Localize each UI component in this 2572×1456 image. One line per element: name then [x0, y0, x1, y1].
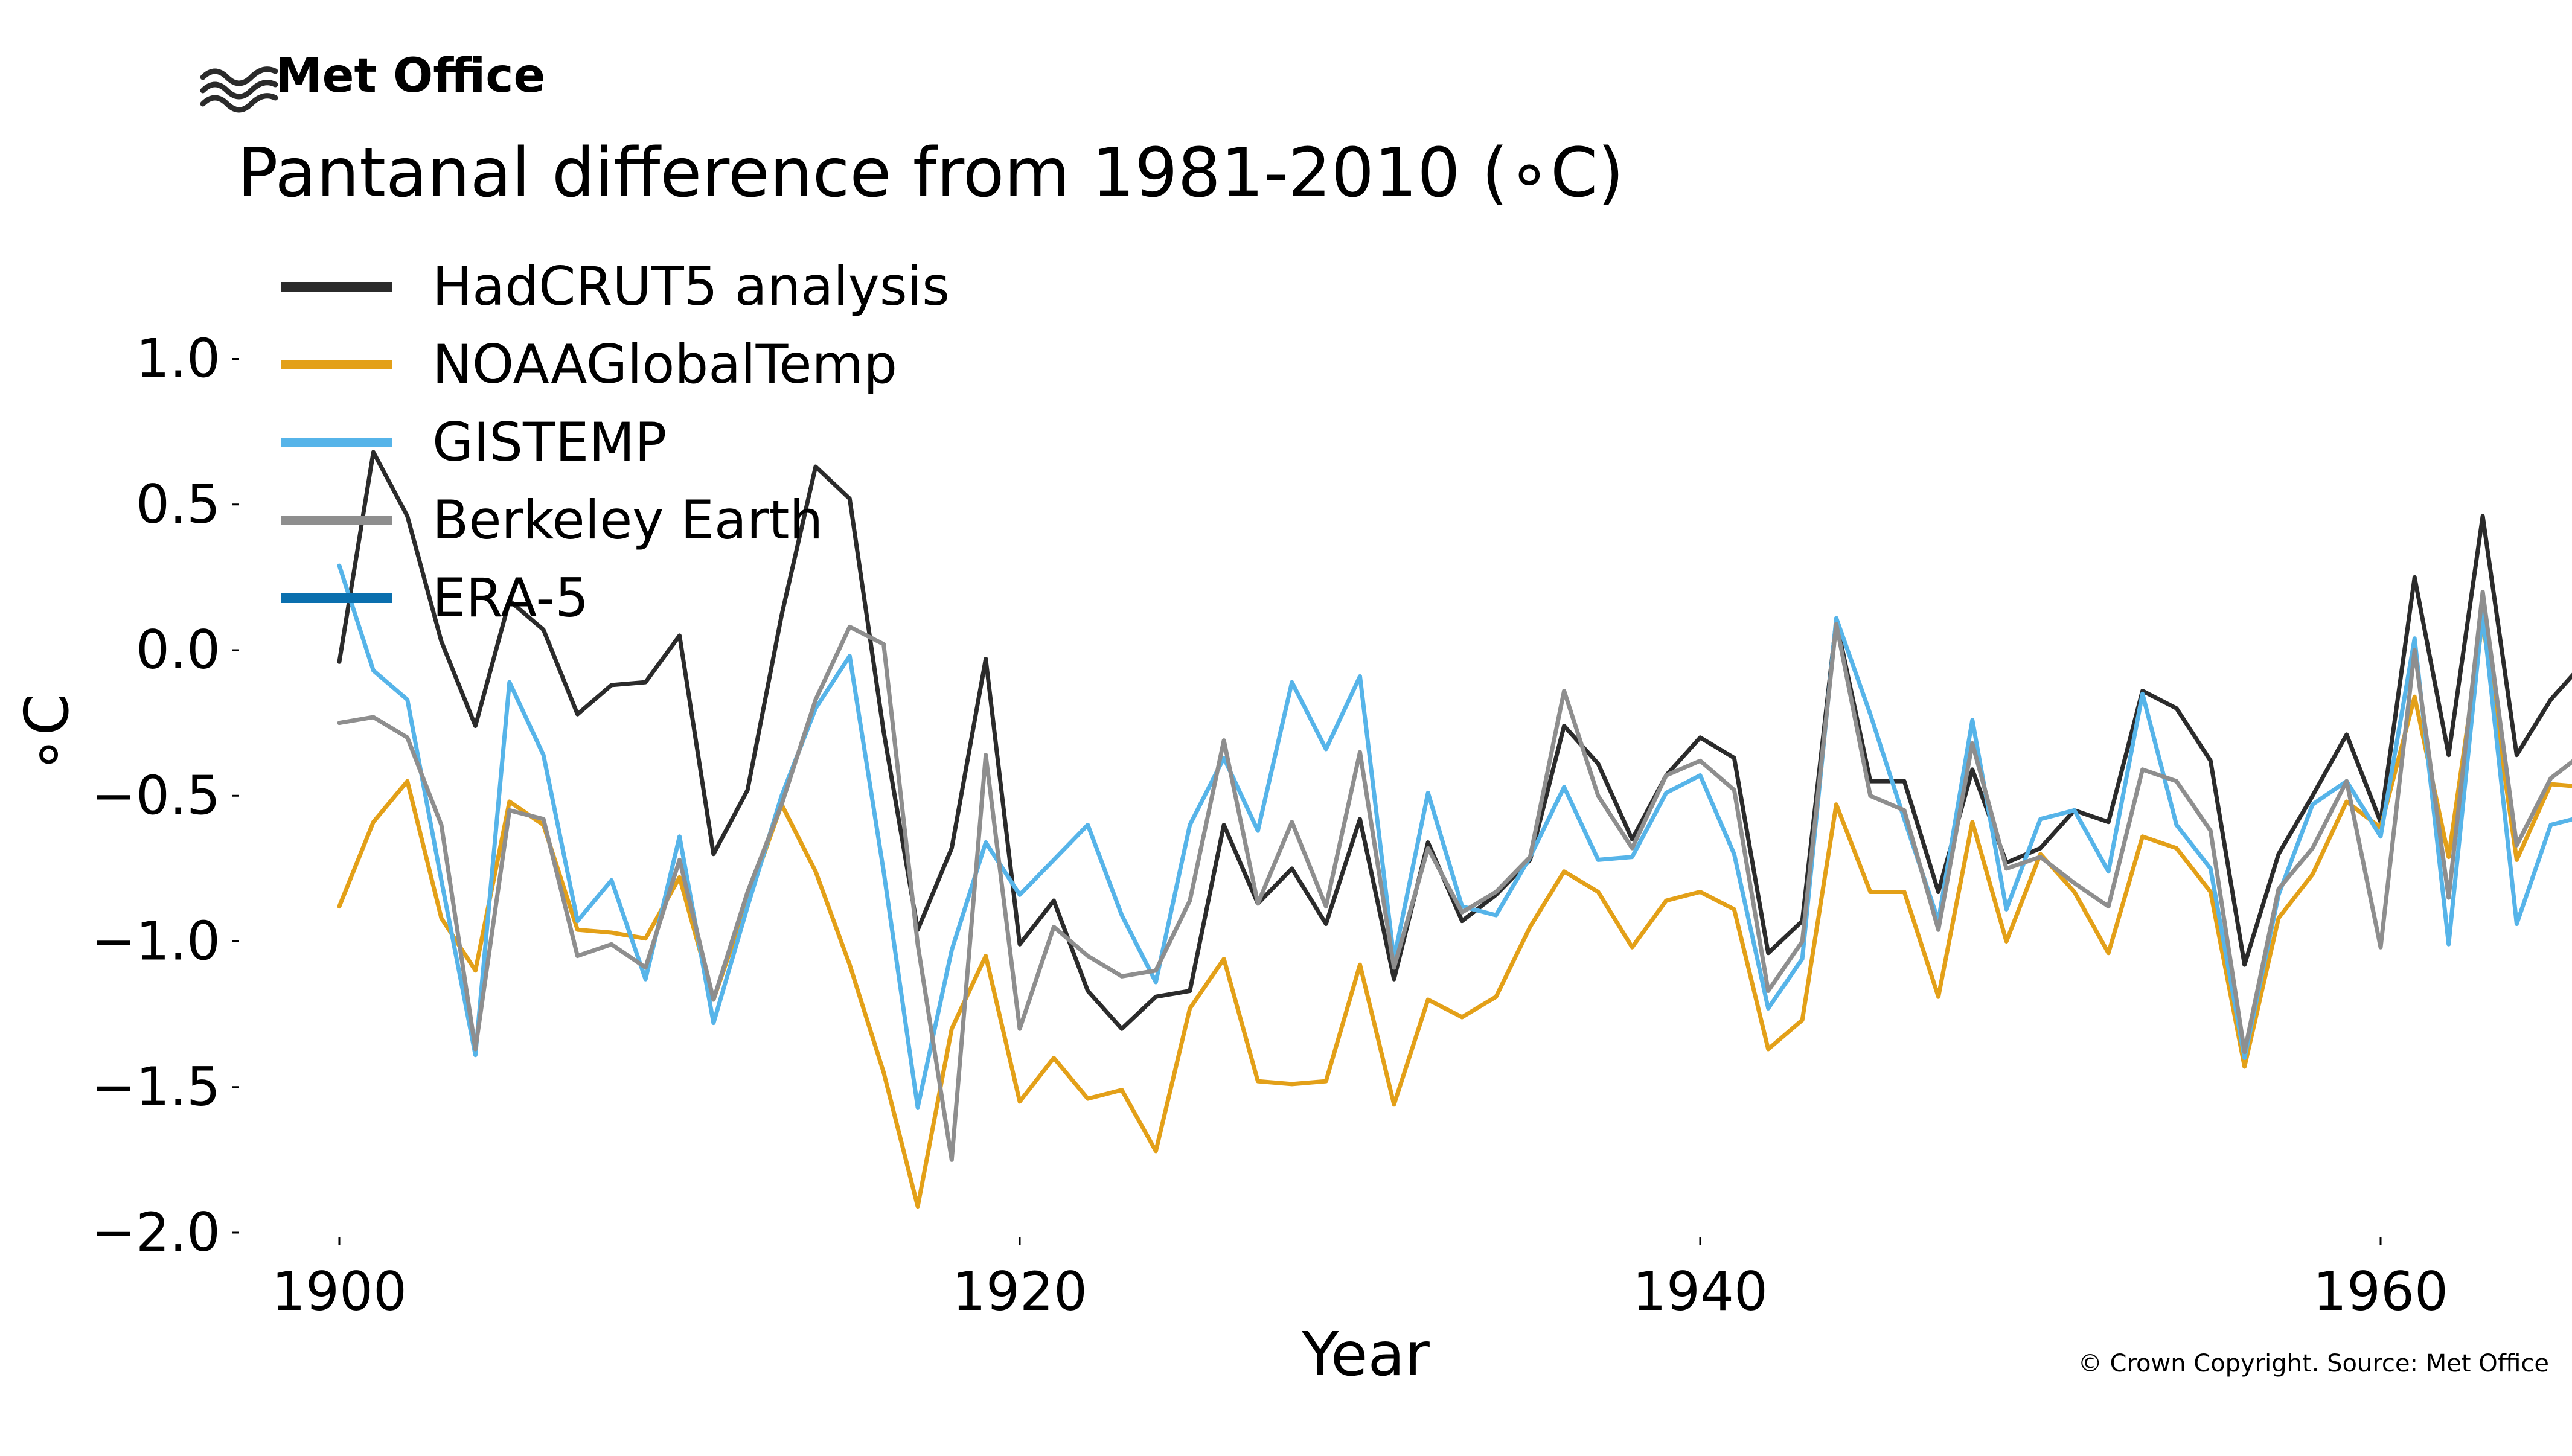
legend: HadCRUT5 analysis NOAAGlobalTemp GISTEMP Be… [281, 255, 950, 629]
y-tick-label: −0.5 [91, 764, 220, 826]
series-layer [337, 450, 2572, 1209]
y-tick-label: 1.0 [136, 328, 220, 390]
legend-label: HadCRUT5 analysis [432, 255, 950, 318]
legend-label: GISTEMP [432, 411, 667, 473]
x-axis-label: Year [1301, 1319, 1430, 1390]
series-line-gistemp [337, 563, 2572, 1110]
x-tick-label: 1920 [952, 1260, 1087, 1323]
copyright-text: © Crown Copyright. Source: Met Office [2078, 1350, 2549, 1378]
legend-label: NOAAGlobalTemp [432, 333, 897, 395]
legend-label: Berkeley Earth [432, 489, 823, 551]
y-tick-label: 0.0 [136, 619, 220, 681]
x-tick-label: 1900 [272, 1260, 407, 1323]
y-tick-label: −1.0 [91, 910, 220, 972]
y-tick-label: −1.5 [91, 1056, 220, 1118]
series-line-noaaglobaltemp [337, 619, 2572, 1209]
y-tick-label: 0.5 [136, 473, 220, 535]
series-line-hadcrut5-analysis [337, 450, 2572, 1031]
series-line-berkeley-earth [337, 590, 2572, 1162]
brand-name: Met Office [275, 49, 545, 103]
x-tick-label: 1960 [2313, 1260, 2448, 1323]
met-office-waves-icon [200, 66, 278, 113]
x-tick-label: 1940 [1633, 1260, 1768, 1323]
x-axis-ticks: 1900192019401960198020002020 [272, 1237, 2448, 1323]
chart-title: Pantanal difference from 1981-2010 (∘C) [237, 134, 1624, 212]
y-axis-ticks: 1.0 0.5 0.0 −0.5 −1.0 −1.5 −2.0 [91, 328, 239, 1263]
y-tick-label: −2.0 [91, 1201, 220, 1263]
legend-label: ERA-5 [432, 567, 589, 629]
y-axis-label: ∘C [11, 694, 82, 773]
